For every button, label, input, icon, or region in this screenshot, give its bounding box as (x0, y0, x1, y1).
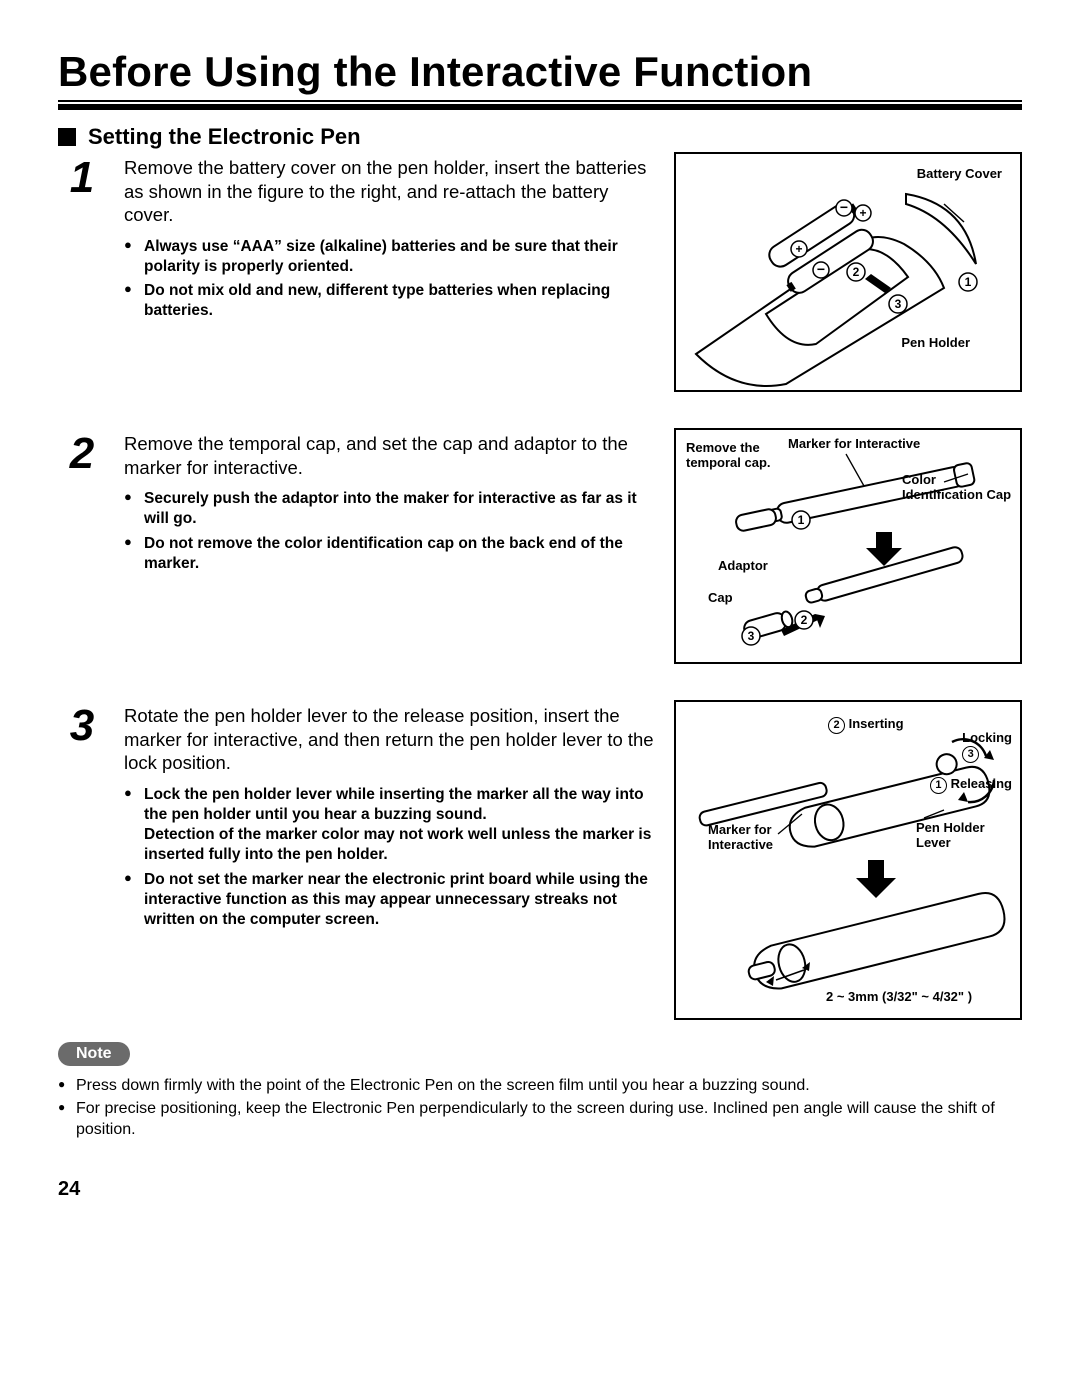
label-cap: Cap (708, 590, 733, 605)
label-lever: Pen Holder Lever (916, 820, 996, 850)
label-marker: Marker for Interactive (788, 436, 920, 451)
step-bullets: Securely push the adaptor into the maker… (124, 489, 656, 574)
page-number: 24 (58, 1178, 1022, 1201)
battery-diagram-icon: + − + − 2 1 3 (676, 154, 1020, 390)
section-heading: Setting the Electronic Pen (58, 124, 1022, 150)
label-battery-cover: Battery Cover (917, 166, 1002, 181)
svg-text:1: 1 (965, 275, 972, 289)
step-bullets: Lock the pen holder lever while insertin… (124, 785, 656, 930)
manual-page: Before Using the Interactive Function Se… (0, 0, 1080, 1231)
step-text: Rotate the pen holder lever to the relea… (124, 705, 654, 773)
step-text: Remove the temporal cap, and set the cap… (124, 433, 628, 478)
svg-text:3: 3 (895, 297, 902, 311)
svg-text:1: 1 (798, 513, 805, 527)
bullet: Do not set the marker near the electroni… (124, 870, 656, 930)
step-1: 1 Remove the battery cover on the pen ho… (58, 152, 1022, 392)
label-pen-holder: Pen Holder (901, 335, 970, 350)
svg-text:2: 2 (801, 613, 808, 627)
svg-text:2: 2 (853, 265, 860, 279)
rule-thin (58, 100, 1022, 102)
figure-marker: 1 2 3 Remove the temporal cap. Marker fo… (674, 428, 1022, 664)
svg-text:3: 3 (748, 629, 755, 643)
svg-text:+: + (795, 242, 802, 256)
note-bullet: For precise positioning, keep the Electr… (58, 1099, 1022, 1141)
step-number: 2 (58, 428, 106, 664)
callout-3-icon: 3 (962, 746, 979, 763)
label-marker: Marker for Interactive (708, 822, 788, 852)
step-number: 3 (58, 700, 106, 1020)
label-inserting: Inserting (849, 716, 904, 731)
callout-1-icon: 1 (930, 777, 947, 794)
label-locking: Locking3 (962, 730, 1012, 763)
step-body: Remove the battery cover on the pen hold… (124, 152, 656, 392)
square-bullet-icon (58, 128, 76, 146)
rule-thick (58, 104, 1022, 110)
note-pill: Note (58, 1042, 130, 1066)
note-bullet: Press down firmly with the point of the … (58, 1076, 1022, 1097)
bullet: Do not remove the color identification c… (124, 534, 656, 574)
svg-text:−: − (840, 199, 848, 215)
section-heading-text: Setting the Electronic Pen (88, 124, 361, 150)
label-remove-cap: Remove the temporal cap. (686, 440, 776, 470)
step-2: 2 Remove the temporal cap, and set the c… (58, 428, 1022, 664)
label-adaptor: Adaptor (718, 558, 768, 573)
label-releasing: Releasing (951, 776, 1012, 791)
bullet: Do not mix old and new, different type b… (124, 281, 656, 321)
svg-text:+: + (859, 206, 866, 220)
figure-pen-holder: 2 Inserting Locking3 1 Releasing Marker … (674, 700, 1022, 1020)
bullet: Lock the pen holder lever while insertin… (124, 785, 656, 866)
figure-battery: + − + − 2 1 3 Battery Cover Pen Holder (674, 152, 1022, 392)
step-body: Remove the temporal cap, and set the cap… (124, 428, 656, 664)
note-section: Note Press down firmly with the point of… (58, 1042, 1022, 1140)
step-body: Rotate the pen holder lever to the relea… (124, 700, 656, 1020)
bullet: Always use “AAA” size (alkaline) batteri… (124, 237, 656, 277)
callout-2-icon: 2 (828, 717, 845, 734)
bullet: Securely push the adaptor into the maker… (124, 489, 656, 529)
step-number: 1 (58, 152, 106, 392)
page-title: Before Using the Interactive Function (58, 48, 1022, 96)
label-gap: 2 ~ 3mm (3/32" ~ 4/32" ) (826, 989, 972, 1004)
step-text: Remove the battery cover on the pen hold… (124, 157, 646, 225)
label-color-cap: Color Identification Cap (902, 472, 1012, 502)
note-bullets: Press down firmly with the point of the … (58, 1076, 1022, 1140)
svg-text:−: − (817, 261, 825, 277)
step-3: 3 Rotate the pen holder lever to the rel… (58, 700, 1022, 1020)
step-bullets: Always use “AAA” size (alkaline) batteri… (124, 237, 656, 322)
